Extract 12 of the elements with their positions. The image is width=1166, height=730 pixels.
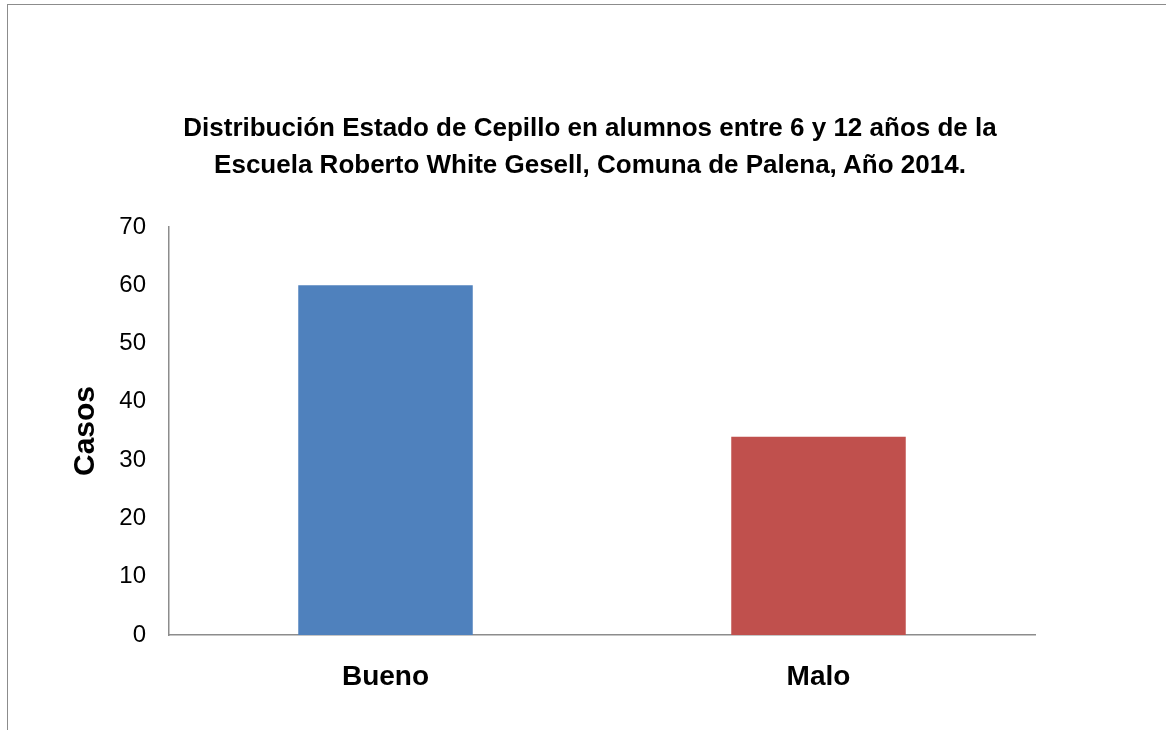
- y-tick-label: 10: [119, 561, 146, 589]
- y-tick-label: 0: [132, 619, 146, 647]
- y-tick-label: 50: [119, 328, 146, 356]
- x-tick-label: Bueno: [341, 659, 430, 691]
- y-tick-label: 30: [119, 444, 146, 472]
- y-tick-label: 20: [119, 503, 146, 531]
- y-tick-label: 60: [119, 269, 146, 297]
- y-tick-label: 40: [119, 386, 146, 414]
- y-tick-label: 70: [119, 211, 146, 239]
- chart-title: Distribución Estado de Cepillo en alumnos entre 6 y 12 años de la Escuela Roberto White Gesell, Comuna de Palena, Año 2014.: [182, 111, 998, 181]
- y-axis-title: Casos: [67, 385, 101, 477]
- x-tick-label: Malo: [786, 659, 851, 691]
